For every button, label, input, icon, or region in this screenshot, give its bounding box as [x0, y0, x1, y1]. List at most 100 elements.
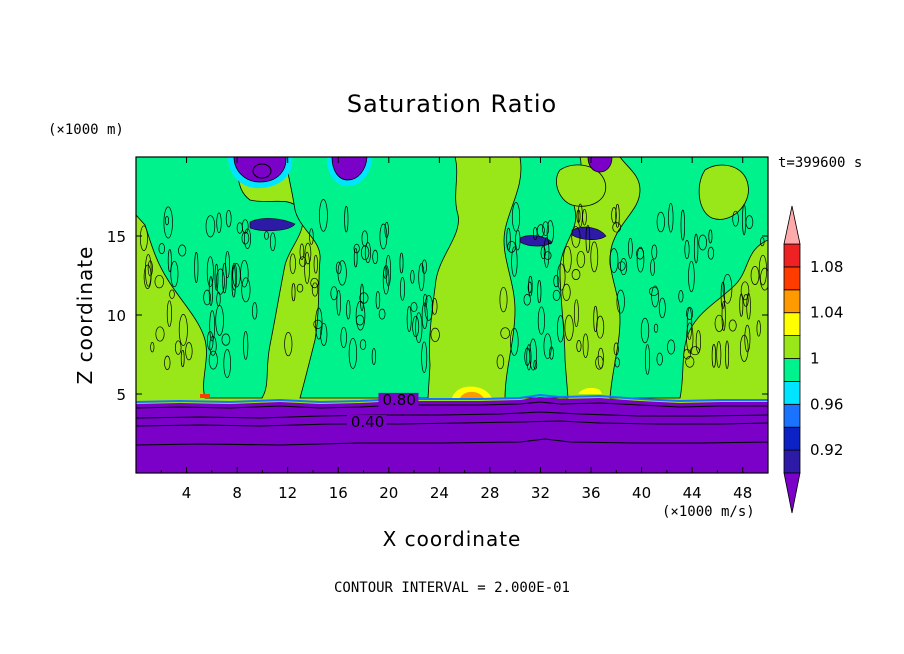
convective-cell — [399, 252, 404, 274]
convective-cell — [543, 236, 550, 268]
convective-cell — [653, 323, 659, 333]
convective-cell — [756, 320, 761, 337]
convective-cell — [231, 264, 236, 298]
convective-cell — [412, 315, 420, 338]
convective-cell — [241, 231, 250, 245]
convective-cell — [216, 212, 222, 234]
x-tick-label: 44 — [683, 484, 702, 502]
convective-cell — [208, 350, 218, 370]
convective-cell — [740, 281, 750, 301]
convective-cell — [185, 342, 193, 361]
colorbar-band — [783, 289, 801, 314]
moist-patch-2 — [578, 387, 602, 394]
convective-cell — [526, 344, 532, 371]
convective-cell — [628, 237, 633, 259]
convective-cell — [644, 344, 651, 375]
y-tick-label: 10 — [107, 307, 126, 325]
convective-cell — [527, 281, 532, 294]
convective-cell — [163, 206, 173, 239]
convective-cell — [236, 222, 243, 234]
convective-cell — [680, 209, 685, 241]
contour-label: 0.40 — [351, 413, 384, 431]
colorbar-tick-label: 1.04 — [810, 304, 843, 322]
convective-cell — [399, 276, 406, 301]
x-tick-label: 36 — [581, 484, 600, 502]
colorbar-band — [783, 312, 801, 337]
convective-cell — [310, 277, 319, 289]
convective-cell — [320, 322, 328, 346]
dry-band-3 — [571, 226, 607, 240]
x-tick-label: 48 — [733, 484, 752, 502]
convective-cell — [252, 302, 258, 320]
convective-cell — [577, 203, 583, 228]
x-tick-label: 16 — [329, 484, 348, 502]
convective-cell — [194, 252, 199, 283]
convective-cell — [225, 209, 232, 228]
convective-cell — [359, 339, 367, 350]
x-tick-label: 20 — [379, 484, 398, 502]
convective-cell — [150, 342, 155, 353]
convective-cell — [243, 228, 252, 249]
convective-cell — [296, 283, 304, 293]
x-axis: 4 8 12 16 20 24 28 32 36 40 44 48 — [160, 157, 752, 502]
convective-cell — [563, 245, 572, 273]
convective-cell — [164, 355, 171, 370]
region-1-top-blob — [556, 164, 607, 207]
convective-cell — [617, 261, 626, 271]
convective-cell — [542, 221, 550, 236]
convective-cell — [206, 256, 214, 287]
convective-cell — [154, 274, 165, 289]
moist-patch-1-core — [460, 391, 484, 398]
convective-cell — [651, 244, 658, 260]
convective-cell — [415, 312, 423, 344]
convective-cell — [410, 302, 418, 313]
convective-cell — [546, 220, 554, 245]
convective-cell — [656, 352, 663, 366]
convective-cell — [614, 357, 620, 368]
convective-cell — [722, 273, 733, 304]
convective-cell — [418, 263, 425, 291]
convective-cell — [304, 251, 310, 284]
convective-cell — [698, 234, 708, 251]
dry-pocket-2-core — [331, 157, 368, 181]
convective-cell — [496, 354, 505, 370]
convective-cell — [597, 347, 604, 369]
convective-cell — [714, 314, 724, 332]
convective-cell — [337, 260, 347, 286]
convective-cell — [289, 253, 296, 274]
colorbar-band — [783, 358, 801, 382]
chart-title: Saturation Ratio — [347, 90, 557, 118]
convective-cell — [243, 331, 249, 360]
x-tick-label: 12 — [278, 484, 297, 502]
x-tick-label: 28 — [480, 484, 499, 502]
convective-cell — [507, 240, 516, 253]
convective-cell — [533, 360, 538, 370]
y-tick-label: 5 — [116, 386, 126, 404]
convective-cell — [651, 285, 659, 308]
convective-cell — [346, 299, 351, 320]
colorbar-min-triangle — [783, 472, 801, 514]
convective-cell — [178, 314, 188, 346]
x-tick-label: 4 — [182, 484, 192, 502]
convective-cell — [355, 314, 365, 326]
convective-cell — [721, 301, 726, 332]
convective-cell — [424, 295, 434, 321]
convective-cell — [686, 306, 694, 320]
convective-cell — [750, 266, 760, 285]
convective-cell — [683, 348, 691, 360]
convective-cell — [240, 259, 249, 288]
convective-cell — [511, 246, 518, 277]
convective-cell — [611, 207, 617, 224]
convective-cell — [552, 289, 561, 301]
convective-cell — [319, 199, 328, 232]
convective-cell — [685, 356, 695, 368]
convective-cell — [311, 282, 319, 297]
convective-cell — [360, 283, 364, 312]
lower-layer-boundary — [136, 393, 768, 404]
convective-cell — [421, 302, 428, 330]
convective-cell — [382, 264, 390, 295]
convective-cell — [145, 254, 152, 287]
convective-cell — [716, 340, 722, 368]
convective-cell — [667, 339, 676, 355]
